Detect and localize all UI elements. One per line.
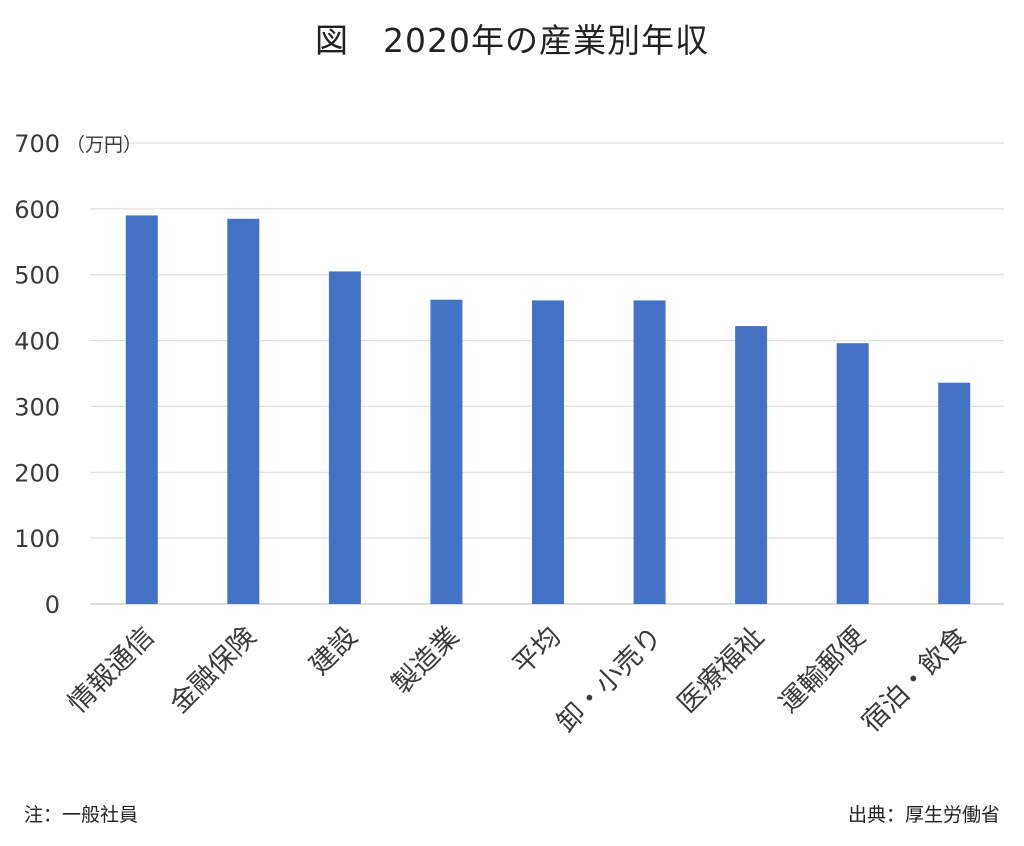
- x-category-label: 平均: [507, 621, 567, 681]
- y-axis-ticks: 0 100 200 300 400 500 600 700: [14, 130, 60, 619]
- x-category-label: 金融保険: [164, 621, 262, 719]
- source-note: 出典：厚生労働省: [847, 804, 1000, 826]
- x-category-label: 運輸郵便: [773, 621, 871, 719]
- bar: [328, 271, 361, 604]
- y-tick-label: 700: [14, 130, 60, 158]
- x-category-label: 製造業: [386, 621, 465, 700]
- y-tick-label: 600: [14, 196, 60, 224]
- y-tick-label: 500: [14, 262, 60, 290]
- y-tick-label: 0: [45, 591, 60, 619]
- y-tick-label: 200: [14, 459, 60, 487]
- x-category-label: 医療福祉: [672, 621, 770, 719]
- bar: [836, 343, 869, 604]
- x-category-label: 宿泊・飲食: [856, 621, 973, 738]
- bar: [125, 215, 158, 604]
- bar: [430, 299, 463, 604]
- bar: [633, 300, 666, 604]
- bar: [532, 300, 564, 604]
- y-axis-unit-label: （万円）: [66, 134, 142, 156]
- y-tick-label: 100: [14, 525, 60, 553]
- x-category-label: 建設: [304, 621, 364, 681]
- bars: [125, 215, 971, 604]
- footnote: 注：一般社員: [24, 804, 139, 826]
- y-tick-label: 300: [14, 393, 60, 421]
- bar: [735, 326, 768, 604]
- chart-title: 図 2020年の産業別年収: [315, 21, 709, 60]
- y-tick-label: 400: [14, 328, 60, 356]
- bar: [227, 218, 260, 604]
- bar: [938, 382, 971, 604]
- x-category-label: 情報通信: [62, 621, 160, 719]
- x-category-label: 卸・小売り: [551, 621, 668, 738]
